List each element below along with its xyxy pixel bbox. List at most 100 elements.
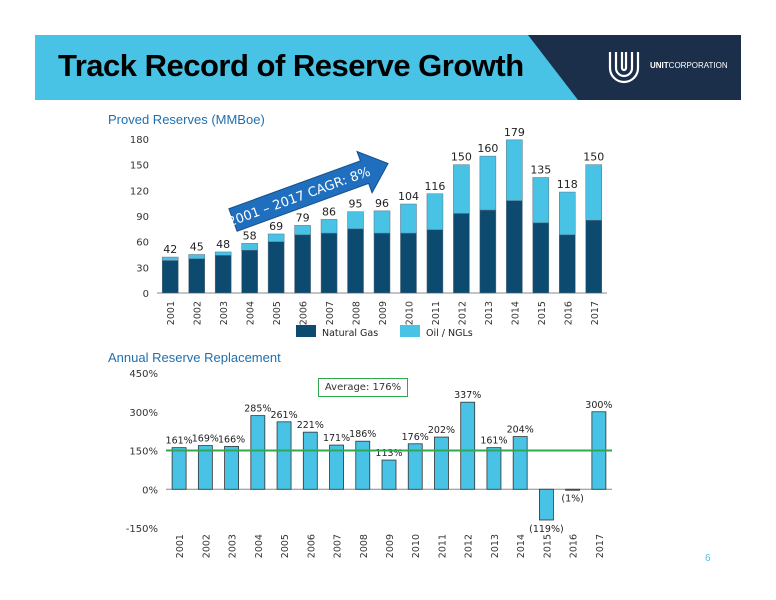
replacement-bar [171,447,187,490]
replacement-bar [460,401,476,490]
y-tick-label: 150 [130,161,149,172]
x-tick-label: 2008 [359,534,370,558]
y-tick-label: 90 [136,212,149,223]
oil-ngls-bar [294,225,311,236]
x-tick-label: 2004 [246,301,257,325]
data-label: 86 [322,205,336,218]
data-label: 58 [243,229,257,242]
y-tick-label: 0 [143,289,149,300]
x-tick-label: 2015 [537,301,548,325]
logo-bold: UNIT [650,61,669,70]
data-label: 116 [424,180,445,193]
legend-swatch-natural-gas [296,325,316,337]
x-tick-label: 2017 [595,534,606,558]
chart1-title: Proved Reserves (MMBoe) [108,112,265,127]
x-tick-label: 2016 [563,301,574,325]
x-tick-label: 2005 [280,534,291,558]
x-tick-label: 2007 [333,534,344,558]
x-tick-label: 2003 [228,534,239,558]
replacement-bar [381,459,397,490]
oil-ngls-bar [400,203,417,234]
x-tick-label: 2011 [431,301,442,325]
x-tick-label: 2007 [325,301,336,325]
data-label: 48 [216,238,230,251]
y-tick-label: 60 [136,238,149,249]
x-tick-label: 2014 [510,301,521,325]
unit-corporation-logo [608,52,640,84]
data-label: 171% [323,433,350,444]
data-label: 186% [349,429,376,440]
replacement-bar [250,415,266,490]
replacement-bar [197,445,213,490]
replacement-bar [512,436,528,490]
replacement-bar [329,444,344,490]
y-tick-label: 120 [130,186,149,197]
logo-light: CORPORATION [668,61,728,70]
data-label: 202% [428,425,455,436]
x-tick-label: 2017 [590,301,601,325]
data-label: 161% [166,436,193,447]
data-label: 118 [557,178,578,191]
x-tick-label: 2002 [201,534,212,558]
x-tick-label: 2012 [464,534,475,558]
data-label: 69 [269,220,283,233]
oil-ngls-bar [320,219,338,234]
slide-title: Track Record of Reserve Growth [58,48,524,83]
replacement-bar [539,488,554,521]
data-label: (1%) [561,494,583,505]
data-label: 150 [451,151,472,164]
x-tick-label: 2009 [378,301,389,325]
logo-wordmark: UNITCORPORATION [650,61,728,70]
x-tick-label: 2002 [193,301,204,325]
oil-ngls-bar [188,254,205,260]
x-tick-label: 2003 [219,301,230,325]
x-tick-label: 2012 [457,301,468,325]
y-tick-label: 30 [136,263,149,274]
replacement-bar [407,443,423,490]
x-tick-label: 2013 [490,534,501,558]
data-label: 179 [504,126,525,139]
data-label: 95 [349,198,363,211]
legend-swatch-oil-ngls [400,325,420,337]
data-label: 285% [244,404,271,415]
data-label: 176% [402,432,429,443]
data-label: 261% [270,410,297,421]
cagr-arrow-shape [228,150,389,232]
data-label: 169% [192,434,219,445]
oil-ngls-bar [241,243,258,251]
x-tick-label: 2011 [437,534,448,558]
x-tick-label: 2010 [404,301,415,325]
x-tick-label: 2004 [254,534,265,558]
data-label: 337% [454,390,481,401]
replacement-bar [355,440,371,490]
legend-label-oil-ngls: Oil / NGLs [426,328,473,339]
x-tick-label: 2006 [299,301,310,325]
data-label: 113% [375,448,402,459]
x-tick-label: 2013 [484,301,495,325]
data-label: 42 [163,243,177,256]
y-tick-label: 450% [129,369,158,380]
data-label: 96 [375,197,389,210]
x-tick-label: 2006 [306,534,317,558]
x-tick-label: 2010 [411,534,422,558]
oil-ngls-bar [479,155,497,211]
x-tick-label: 2001 [166,301,177,325]
data-label: 166% [218,434,245,445]
data-label: 161% [480,436,507,447]
x-tick-label: 2001 [175,534,186,558]
oil-ngls-bar [506,139,523,201]
chart2-title: Annual Reserve Replacement [108,350,281,365]
data-label: 79 [296,211,310,224]
oil-ngls-bar [267,233,285,242]
y-tick-label: 300% [129,408,158,419]
replacement-bar [224,445,239,490]
oil-ngls-bar [585,164,603,221]
replacement-bar [434,436,449,490]
data-label: 300% [585,400,612,411]
x-tick-label: 2016 [569,534,580,558]
replacement-bar [276,421,292,490]
data-label: 45 [190,241,204,254]
